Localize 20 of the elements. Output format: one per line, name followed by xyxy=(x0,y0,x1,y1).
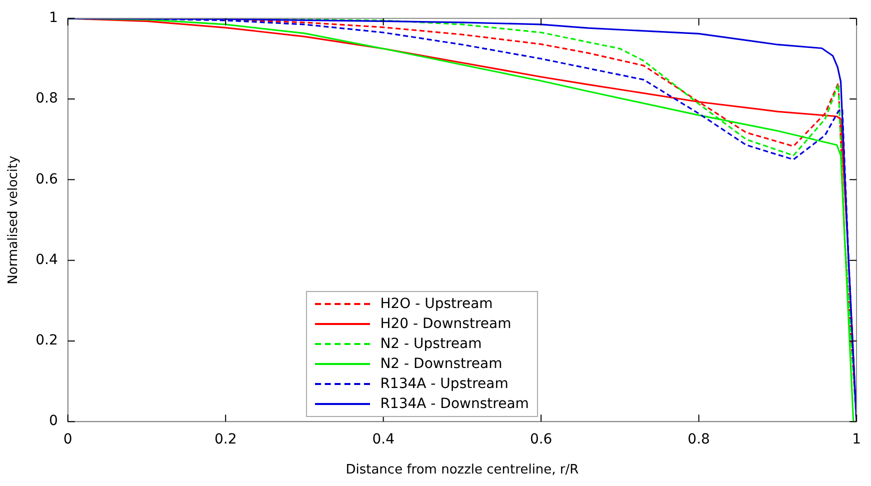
x-tick-label: 0.8 xyxy=(688,432,710,448)
legend-label: H2O - Upstream xyxy=(380,294,493,314)
y-tick-label: 0 xyxy=(48,413,58,430)
x-tick-label: 0.6 xyxy=(530,432,552,448)
legend-label: N2 - Upstream xyxy=(380,334,482,354)
legend-label: H20 - Downstream xyxy=(380,314,512,334)
x-tick-label: 1 xyxy=(852,432,862,448)
legend-label: R134A - Downstream xyxy=(380,394,529,414)
x-tick-label: 0 xyxy=(63,432,72,448)
x-tick-label: 0.4 xyxy=(372,432,395,448)
legend-label: R134A - Upstream xyxy=(380,374,508,394)
y-tick-label: 1 xyxy=(48,10,58,26)
y-tick-label: 0.8 xyxy=(36,90,58,107)
y-tick-label: 0.4 xyxy=(36,252,58,268)
legend-label: N2 - Downstream xyxy=(380,354,502,374)
y-axis-title: Normalised velocity xyxy=(6,155,22,284)
y-tick-label: 0.2 xyxy=(36,332,58,349)
x-tick-label: 0.2 xyxy=(214,432,237,448)
y-tick-label: 0.6 xyxy=(36,171,58,188)
x-axis-title: Distance from nozzle centreline, r/R xyxy=(346,462,579,478)
